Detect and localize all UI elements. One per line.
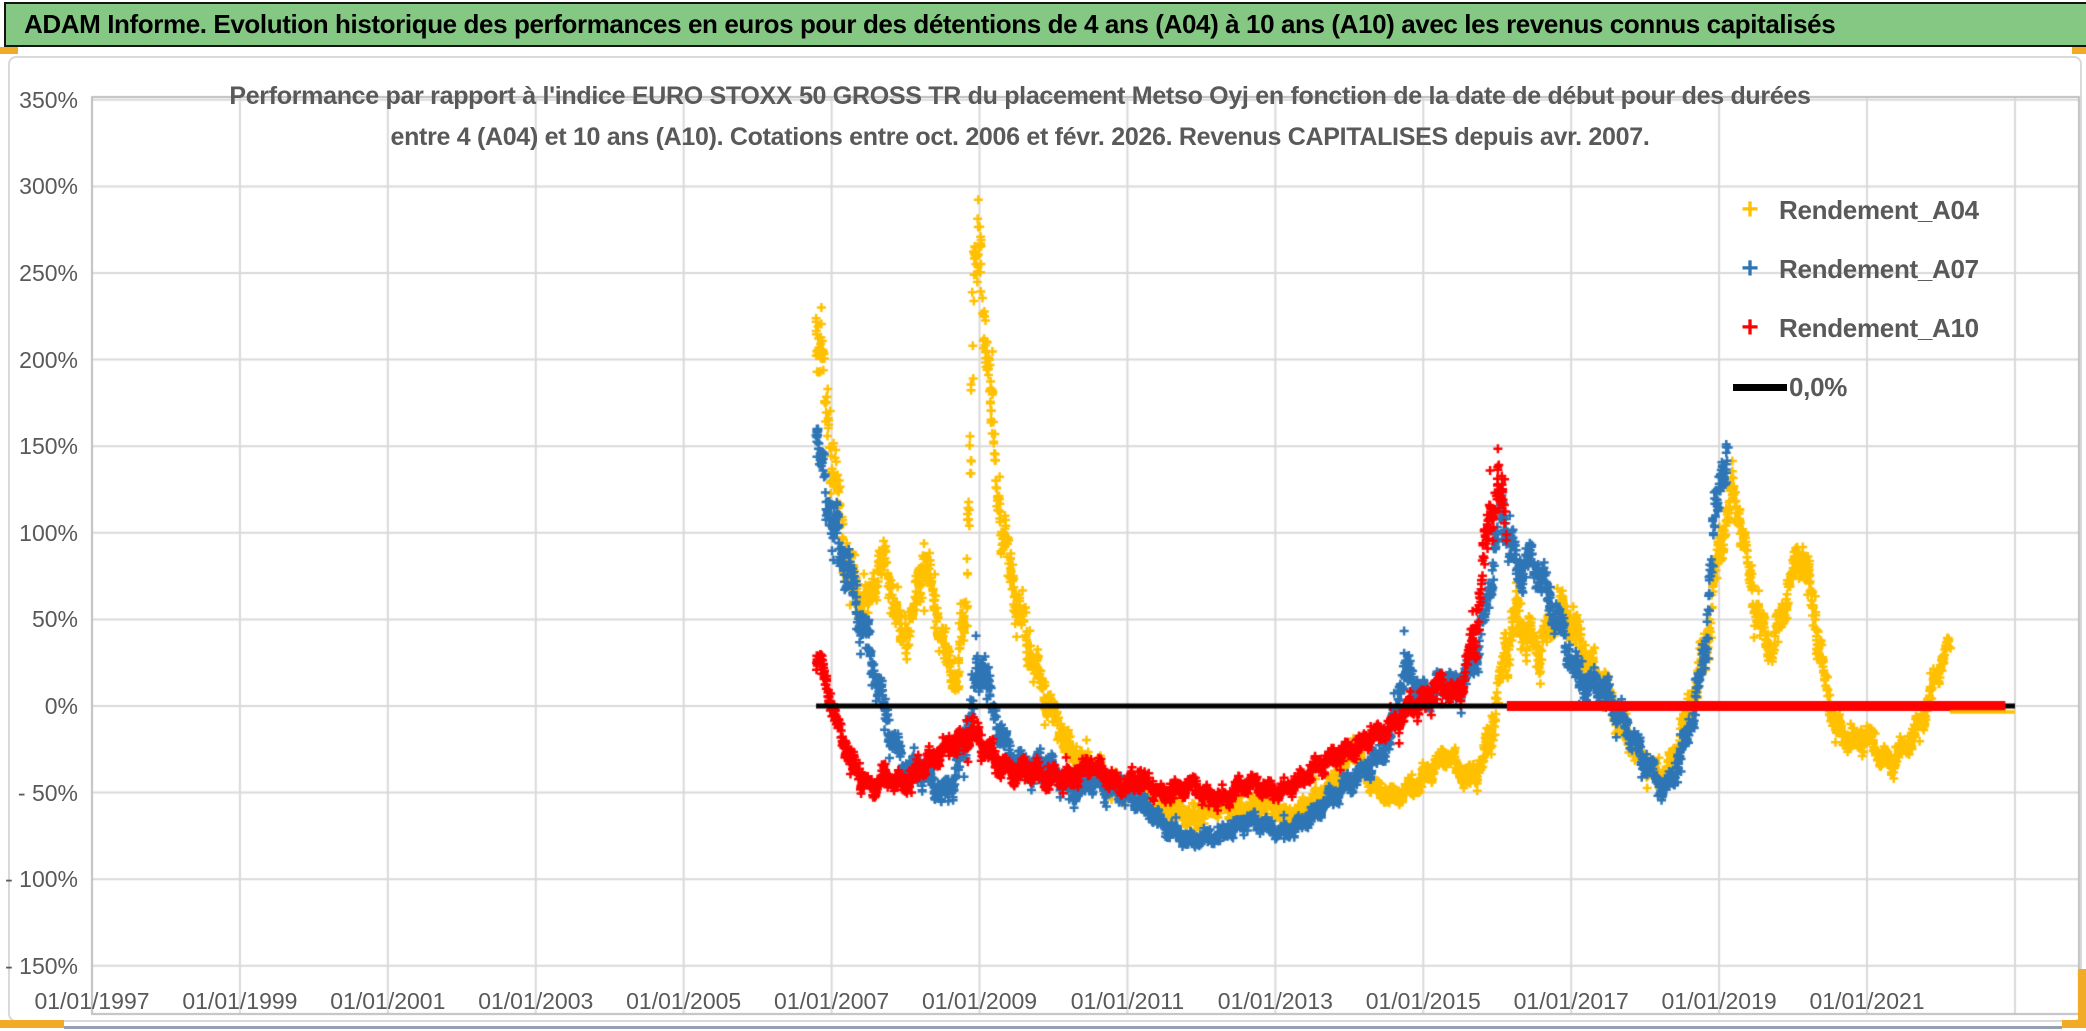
- x-axis-label: 01/01/2005: [626, 988, 742, 1014]
- x-axis-label: 01/01/2009: [921, 988, 1038, 1014]
- y-axis-label: 150%: [19, 433, 78, 460]
- plus-marker-icon: +: [1741, 252, 1759, 285]
- gold-accent-bottom-left: [0, 1020, 64, 1028]
- x-axis-label: 01/01/2021: [1809, 988, 1925, 1014]
- y-axis-label: 0%: [44, 693, 78, 719]
- x-axis-label: 01/01/2003: [478, 988, 594, 1014]
- legend-label: Rendement_A10: [1779, 312, 1979, 343]
- chart-title-line1: Performance par rapport à l'indice EURO …: [229, 82, 1811, 110]
- y-axis-label: - 150%: [5, 952, 78, 979]
- gold-accent-right-edge: [2078, 969, 2086, 1028]
- x-axis-label: 01/01/2017: [1513, 988, 1629, 1014]
- y-axis-label: 100%: [19, 519, 78, 546]
- gold-accent-top-left: [0, 47, 18, 54]
- legend-item-zero-line[interactable]: 0,0%: [1733, 370, 1979, 404]
- legend-item-rendement-a04[interactable]: + Rendement_A04: [1733, 193, 1979, 227]
- y-axis-label: 200%: [19, 346, 78, 373]
- y-axis-label: 50%: [31, 606, 78, 633]
- gold-accent-top-right: [2072, 47, 2086, 54]
- x-axis-label: 01/01/1999: [182, 988, 298, 1014]
- bottom-rule: [64, 1026, 2062, 1029]
- y-axis-label: - 50%: [17, 779, 78, 806]
- plus-marker-icon: +: [1741, 311, 1759, 344]
- chart-title-line2: entre 4 (A04) et 10 ans (A10). Cotations…: [390, 123, 1650, 151]
- plus-marker-icon: +: [1741, 193, 1759, 226]
- y-axis-label: 350%: [19, 86, 78, 113]
- zero-line-icon: [1733, 383, 1787, 391]
- legend-item-rendement-a07[interactable]: + Rendement_A07: [1733, 252, 1979, 286]
- x-axis-label: 01/01/1997: [34, 988, 150, 1014]
- x-axis-label: 01/01/2011: [1070, 988, 1185, 1014]
- y-axis-label: 300%: [19, 173, 78, 200]
- chart-legend: + Rendement_A04 + Rendement_A07 + Rendem…: [1733, 193, 1979, 429]
- gold-accent-bottom-right: [2062, 1020, 2086, 1028]
- legend-label: Rendement_A04: [1779, 194, 1979, 225]
- x-axis-label: 01/01/2013: [1217, 988, 1333, 1014]
- legend-item-rendement-a10[interactable]: + Rendement_A10: [1733, 311, 1979, 345]
- y-axis-label: - 100%: [5, 866, 78, 893]
- x-axis-label: 01/01/2001: [330, 988, 446, 1014]
- x-axis-label: 01/01/2019: [1661, 988, 1777, 1014]
- y-axis-label: 250%: [19, 260, 78, 286]
- legend-label: Rendement_A07: [1779, 253, 1979, 284]
- x-axis-label: 01/01/2015: [1365, 988, 1481, 1014]
- x-axis-label: 01/01/2007: [774, 988, 890, 1014]
- legend-label: 0,0%: [1789, 371, 1848, 402]
